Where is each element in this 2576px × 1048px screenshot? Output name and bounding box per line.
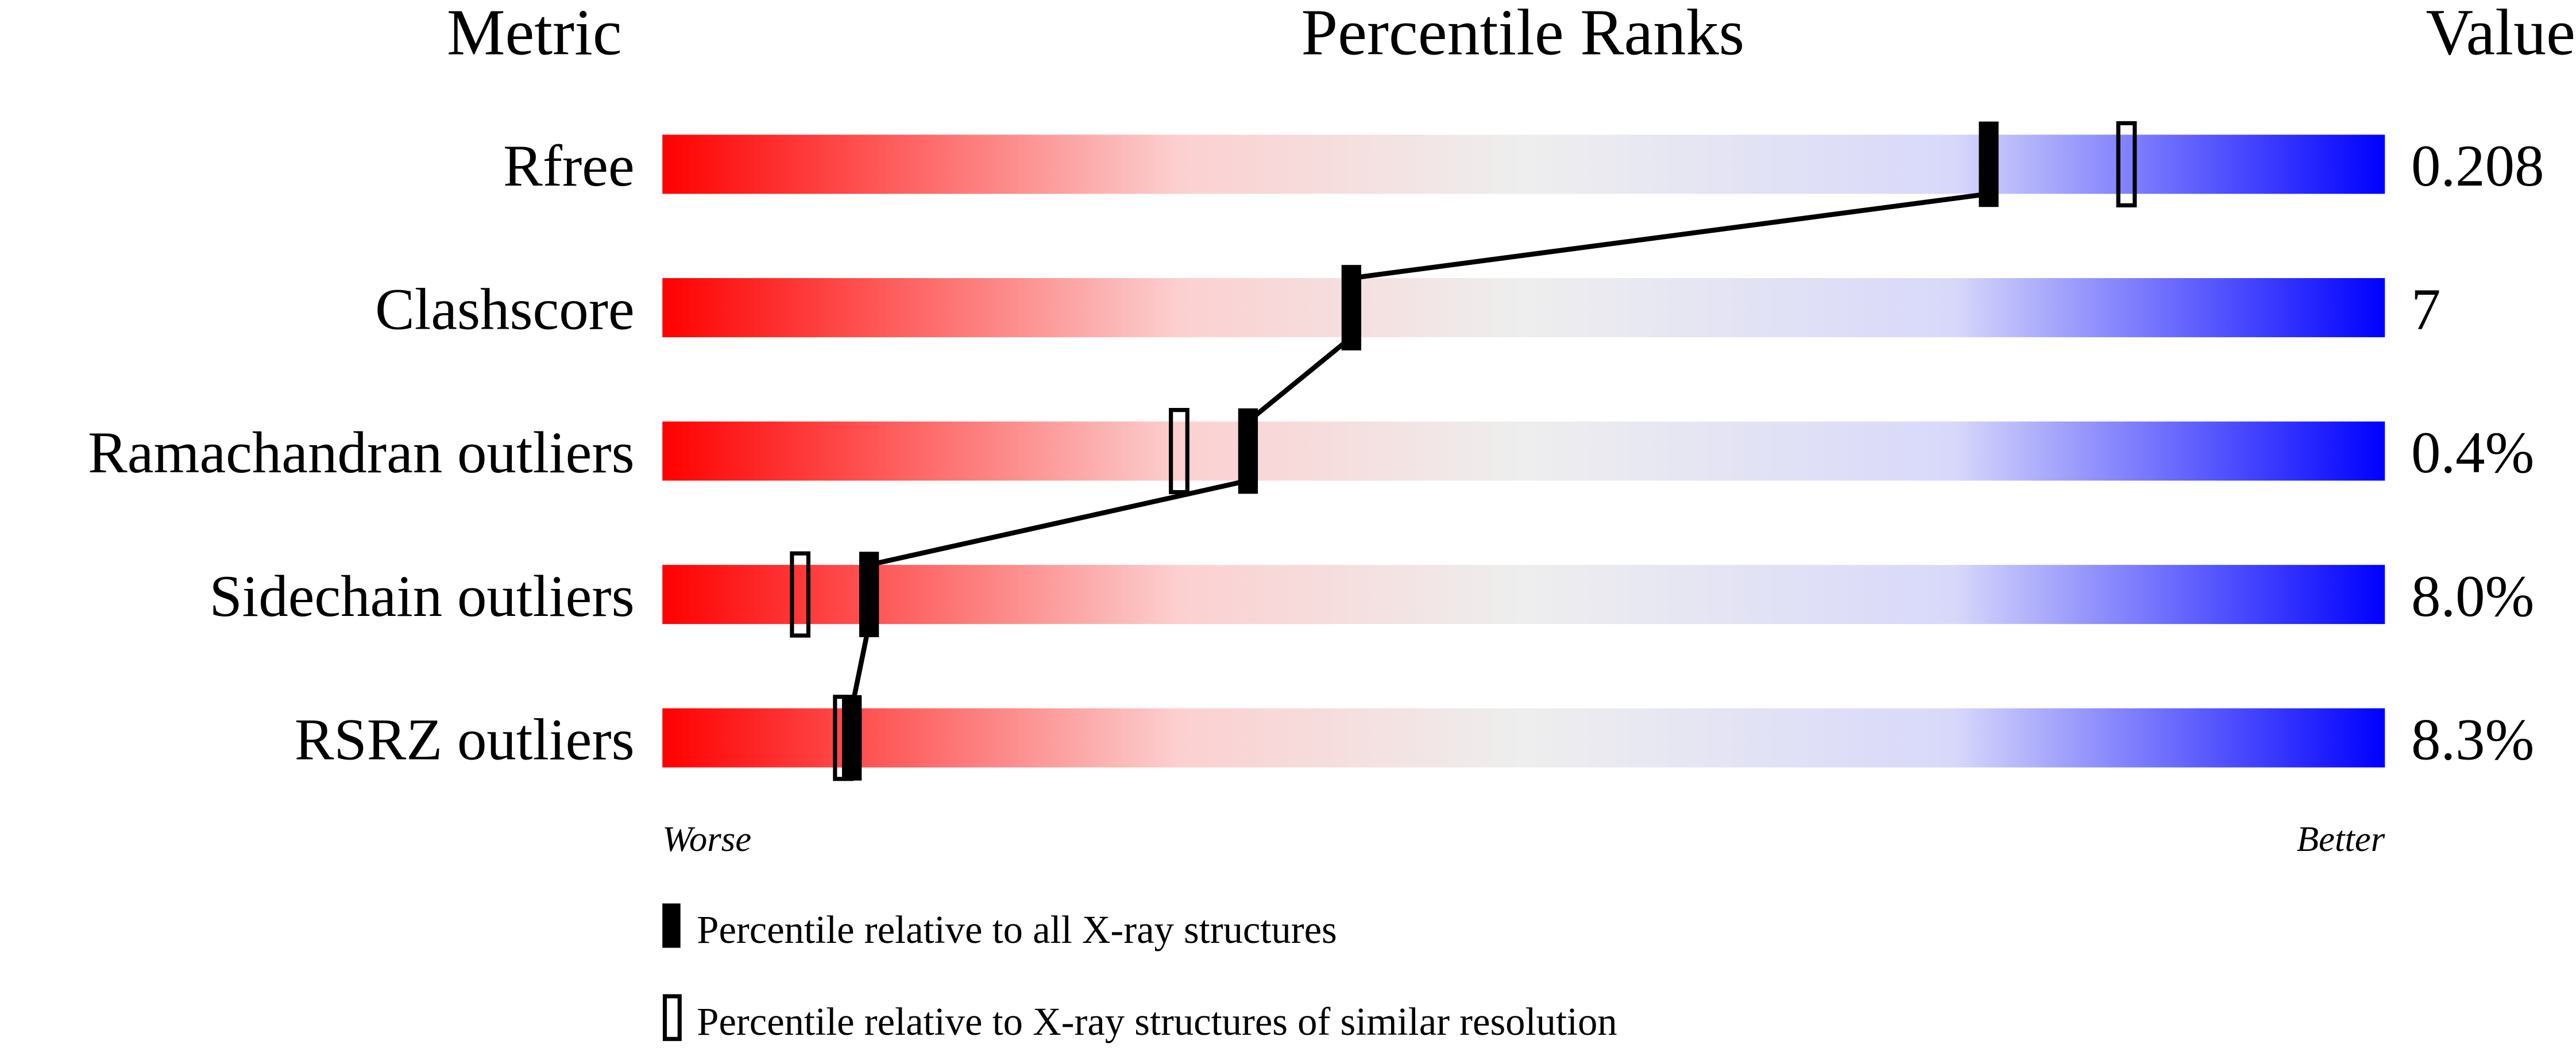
legend-open-marker: [662, 994, 682, 1041]
percentile-bar: [662, 565, 2385, 625]
metric-label: Rfree: [503, 133, 635, 199]
marker-similar-resolution: [1169, 408, 1189, 495]
marker-similar-resolution: [2116, 121, 2137, 207]
axis-label-better: Better: [2297, 819, 2385, 859]
connector-line: [868, 478, 1249, 568]
connector-line: [1351, 191, 1990, 281]
metric-label: RSRZ outliers: [295, 707, 635, 772]
metric-value: 8.0%: [2411, 564, 2534, 629]
percentile-bar: [662, 421, 2385, 481]
legend-label-all: Percentile relative to all X-ray structu…: [697, 908, 1337, 951]
header-metric: Metric: [447, 0, 622, 68]
metric-label: Clashscore: [375, 277, 635, 342]
header-value: Value: [2426, 0, 2575, 68]
percentile-bar: [662, 134, 2385, 194]
percentile-bar: [662, 278, 2385, 337]
marker-all-structures: [841, 695, 862, 781]
percentile-bar: [662, 708, 2385, 768]
axis-label-worse: Worse: [662, 819, 751, 859]
header-percentile-ranks: Percentile Ranks: [1301, 0, 1745, 68]
marker-all-structures: [1238, 408, 1258, 494]
marker-similar-resolution: [790, 551, 811, 638]
marker-all-structures: [1341, 265, 1362, 350]
connector-line: [1246, 335, 1353, 423]
metric-label: Sidechain outliers: [209, 564, 634, 629]
metric-value: 0.208: [2411, 133, 2544, 199]
marker-all-structures: [1979, 121, 1999, 207]
legend-label-similar: Percentile relative to X-ray structures …: [697, 1000, 1617, 1043]
metric-label: Ramachandran outliers: [88, 420, 635, 486]
connector-line: [849, 623, 872, 709]
metric-value: 7: [2411, 277, 2440, 342]
marker-all-structures: [859, 552, 879, 637]
metric-value: 0.4%: [2411, 420, 2534, 486]
legend-filled-marker: [662, 903, 681, 948]
metric-value: 8.3%: [2411, 707, 2534, 772]
